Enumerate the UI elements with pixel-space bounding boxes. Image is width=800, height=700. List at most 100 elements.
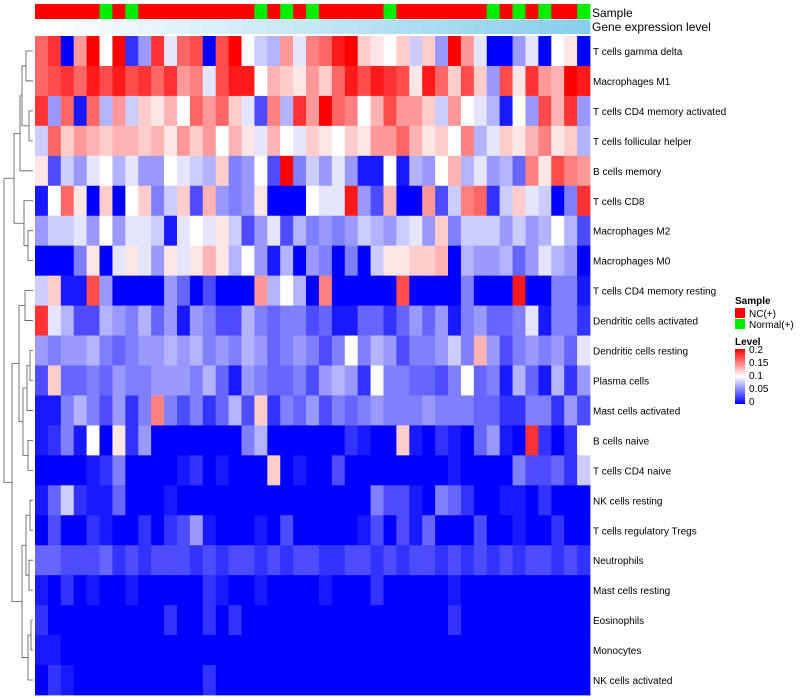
heatmap-cell	[512, 305, 526, 336]
heatmap-cell	[228, 515, 242, 546]
heatmap-cell	[435, 665, 449, 696]
heatmap-cell	[331, 275, 346, 306]
heatmap-cell	[306, 635, 320, 666]
heatmap-cell	[99, 95, 113, 127]
heatmap-cell	[577, 275, 591, 306]
heatmap-cell	[35, 305, 49, 336]
heatmap-cell	[435, 575, 449, 606]
heatmap-cell	[344, 245, 359, 277]
legend-level-colorbar	[735, 349, 745, 404]
heatmap-cell	[422, 185, 436, 217]
heatmap-cell	[486, 365, 501, 396]
heatmap-cell	[357, 215, 371, 247]
heatmap-cell	[577, 635, 591, 666]
heatmap-cell	[564, 185, 578, 217]
heatmap-cell	[306, 365, 320, 396]
heatmap-cell	[564, 95, 578, 127]
heatmap-cell	[151, 305, 165, 336]
heatmap-cell	[280, 665, 294, 696]
heatmap-cell	[344, 185, 359, 217]
heatmap-cell	[331, 575, 346, 606]
heatmap-cell	[35, 575, 49, 606]
heatmap-cell	[164, 65, 178, 97]
heatmap-cell	[383, 365, 397, 396]
heatmap-cell	[512, 365, 526, 396]
heatmap-cell	[125, 605, 139, 636]
expression-level-cell	[435, 20, 449, 34]
heatmap-cell	[564, 395, 578, 426]
heatmap-cell	[473, 395, 488, 426]
heatmap-cell	[241, 155, 255, 187]
sample-cell-nc	[164, 4, 178, 19]
heatmap-cell	[241, 365, 255, 396]
heatmap-cell	[460, 335, 475, 366]
heatmap-cell	[306, 515, 320, 546]
heatmap-cell	[164, 455, 178, 486]
heatmap-cell	[499, 545, 513, 576]
heatmap-cell	[460, 575, 475, 606]
heatmap-cell	[318, 425, 333, 456]
sample-cell-nc	[138, 4, 152, 19]
heatmap-cell	[409, 185, 423, 217]
heatmap-cell	[344, 365, 359, 396]
dendrogram-branch	[21, 65, 29, 127]
heatmap-cell	[164, 605, 178, 636]
heatmap-cell	[564, 545, 578, 576]
heatmap-cell	[435, 605, 449, 636]
heatmap-cell	[318, 575, 333, 606]
heatmap-cell	[164, 245, 178, 277]
expression-level-cell	[486, 20, 501, 34]
row-label: T cells CD8	[593, 197, 645, 208]
legend-tick-0-2: 0.2	[749, 345, 763, 356]
heatmap-cell	[215, 95, 230, 127]
heatmap-cell	[564, 155, 578, 187]
heatmap-cell	[254, 455, 268, 486]
heatmap-cell	[189, 665, 204, 696]
heatmap-cell	[176, 275, 191, 306]
heatmap-cell	[241, 215, 255, 247]
heatmap-cell	[512, 605, 526, 636]
heatmap-cell	[164, 215, 178, 247]
heatmap-cell	[564, 425, 578, 456]
heatmap-cell	[125, 275, 139, 306]
heatmap-cell	[202, 155, 217, 187]
heatmap-cell	[241, 485, 255, 516]
heatmap-cell	[267, 125, 281, 157]
heatmap-cell	[318, 215, 333, 247]
heatmap-cell	[189, 335, 204, 366]
heatmap-cell	[138, 335, 152, 366]
heatmap-cell	[357, 575, 371, 606]
heatmap-cell	[525, 425, 539, 456]
heatmap-cell	[409, 36, 423, 67]
heatmap-cell	[267, 635, 281, 666]
heatmap-cell	[73, 455, 88, 486]
heatmap-cell	[267, 95, 281, 127]
heatmap-cell	[241, 545, 255, 576]
heatmap-cell	[228, 185, 242, 217]
heatmap-cell	[267, 515, 281, 546]
row-label: Mast cells resting	[593, 586, 670, 597]
heatmap-cell	[112, 395, 126, 426]
heatmap-cell	[370, 395, 384, 426]
sample-cell-nc	[228, 4, 242, 19]
heatmap-cell	[370, 335, 384, 366]
sample-cell-nc	[344, 4, 359, 19]
row-dendrogram	[3, 50, 33, 681]
heatmap-cell	[73, 335, 88, 366]
heatmap-cell	[357, 125, 371, 157]
sample-cell-nc	[525, 4, 539, 19]
heatmap-cell	[318, 125, 333, 157]
heatmap-cell	[448, 305, 462, 336]
dendrogram-branch	[28, 110, 33, 142]
heatmap-cell	[538, 125, 552, 157]
heatmap-cell	[47, 575, 62, 606]
heatmap-cell	[202, 515, 217, 546]
heatmap-cell	[318, 665, 333, 696]
heatmap-cell	[396, 635, 410, 666]
heatmap-cell	[112, 635, 126, 666]
heatmap-cell	[47, 605, 62, 636]
heatmap-cell	[383, 665, 397, 696]
heatmap-cell	[318, 305, 333, 336]
heatmap-cell	[202, 365, 217, 396]
heatmap-cell	[138, 515, 152, 546]
